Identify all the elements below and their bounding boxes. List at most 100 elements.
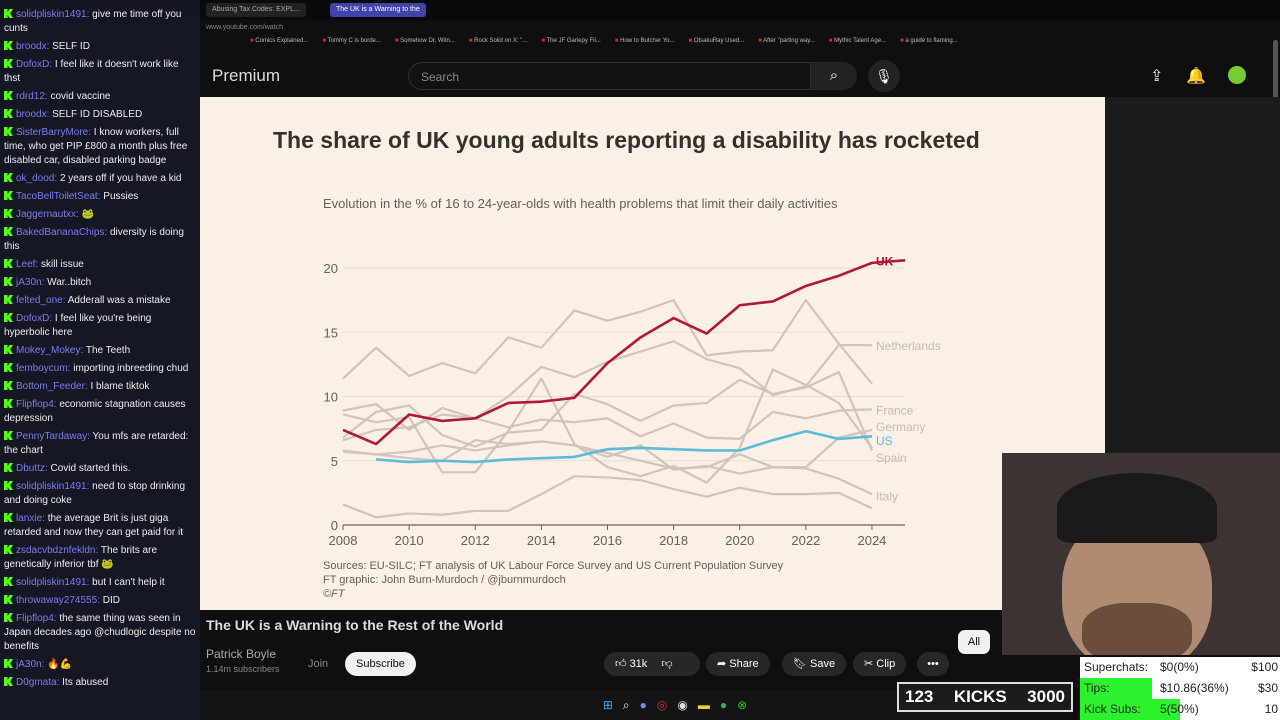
chat-message: solidpliskin1491: need to stop drinking …: [4, 480, 196, 508]
chat-username[interactable]: broodx:: [16, 41, 53, 52]
chat-username[interactable]: solidpliskin1491:: [16, 577, 93, 588]
video-player[interactable]: 0 5 10 15 20 2008 2010 2012 2014 2016 2018 2020 2022…: [200, 97, 1105, 610]
chat-username[interactable]: SisterBarryMore:: [16, 127, 94, 138]
bookmark[interactable]: The JF Gariepy Fil...: [541, 38, 601, 52]
filter-chip-all[interactable]: All: [958, 630, 990, 654]
chat-username[interactable]: BakedBananaChips:: [16, 227, 110, 238]
join-button[interactable]: Join: [308, 658, 329, 670]
chat-text: the average Brit is just giga retarded a…: [4, 513, 184, 538]
chat-text: I know workers, full time, who get PIP £…: [4, 127, 188, 166]
goal-label: Tips:: [1084, 681, 1110, 695]
youtube-premium-logo[interactable]: Premium: [212, 66, 281, 85]
chat-username[interactable]: Jaggernautxx:: [16, 209, 82, 220]
discord-icon[interactable]: ●: [639, 698, 647, 712]
avatar[interactable]: [1228, 66, 1246, 84]
chat-text: Its abused: [62, 677, 109, 688]
chat-username[interactable]: PennyTardaway:: [16, 431, 93, 442]
chat-message: ok_dood: 2 years off if you have a kid: [4, 172, 196, 186]
chat-text: The brits are genetically inferior tbf 🐸: [4, 545, 158, 570]
chat-username[interactable]: DofoxD:: [16, 313, 55, 324]
share-button[interactable]: ➦ Share: [706, 652, 770, 676]
x-tick-label: 2022: [791, 533, 820, 548]
chat-username[interactable]: Bottom_Feeder:: [16, 381, 91, 392]
chat-username[interactable]: Flipflop4:: [16, 613, 60, 624]
chat-text: covid vaccine: [50, 91, 111, 102]
chat-username[interactable]: lanxie:: [16, 513, 48, 524]
chat-username[interactable]: zsdacvbdznfekldn:: [16, 545, 101, 556]
spotify-icon[interactable]: ●: [719, 698, 728, 712]
chat-username[interactable]: TacoBellToiletSeat:: [16, 191, 104, 202]
kick-badge-icon: [4, 9, 13, 18]
chat-message: SisterBarryMore: I know workers, full ti…: [4, 126, 196, 168]
chat-message: Jaggernautxx: 🐸: [4, 208, 196, 222]
clip-button[interactable]: ✂ Clip: [853, 652, 907, 676]
more-icon[interactable]: •••: [917, 652, 949, 676]
chat-username[interactable]: Mokey_Mokey:: [16, 345, 86, 356]
goal-label: Kick Subs:: [1084, 702, 1141, 716]
chat-username[interactable]: jA30n:: [16, 659, 48, 670]
chat-username[interactable]: D0gmata:: [16, 677, 63, 688]
goal-target: 10: [1264, 702, 1278, 716]
kick-badge-icon: [4, 41, 13, 50]
thumbs-up-icon: 👍︎: [615, 658, 630, 670]
bookmark[interactable]: Rock Solid on X: "...: [469, 38, 527, 52]
bookmark[interactable]: After "parting way...: [758, 38, 815, 52]
search-icon[interactable]: ⌕: [811, 62, 857, 90]
bookmark[interactable]: How to Butcher Yo...: [615, 38, 674, 52]
upload-icon[interactable]: ⇪: [1150, 68, 1164, 85]
address-bar[interactable]: www.youtube.com/watch: [206, 24, 284, 31]
chat-text: need to stop drinking and doing coke: [4, 481, 186, 506]
chat-username[interactable]: throwaway274555:: [16, 595, 103, 606]
tab-active[interactable]: The UK is a Warning to the: [330, 3, 426, 17]
tab[interactable]: Abusing Tax Codes: EXPL...: [206, 3, 306, 17]
bookmark[interactable]: Comics Explained...: [250, 38, 308, 52]
goal-target: $30: [1257, 681, 1278, 695]
x-tick-label: 2014: [527, 533, 556, 548]
thumbs-down-icon[interactable]: 👎︎: [661, 658, 673, 670]
taskbar: ⊞ ⌕ ● ◎ ◉ ▬ ● ⊗: [200, 690, 1000, 720]
folder-icon[interactable]: ▬: [697, 698, 710, 712]
chat-username[interactable]: jA30n:: [16, 277, 48, 288]
chat-text: importing inbreeding chud: [73, 363, 189, 374]
microphone-icon[interactable]: 🎙: [868, 60, 900, 92]
search-icon[interactable]: ⌕: [622, 698, 630, 712]
bookmark[interactable]: a guide to flaming...: [900, 38, 957, 52]
chat-username[interactable]: femboycum:: [16, 363, 74, 374]
chat-message: Dbuttz: Covid started this.: [4, 462, 196, 476]
chart-subtitle: Evolution in the % of 16 to 24-year-olds…: [323, 196, 838, 211]
chat-username[interactable]: Leef:: [16, 259, 42, 270]
bookmark[interactable]: Tommy C is borde...: [322, 38, 381, 52]
chat-username[interactable]: solidpliskin1491:: [16, 481, 93, 492]
x-tick-label: 2016: [593, 533, 622, 548]
app-icon[interactable]: ◎: [656, 698, 668, 712]
channel-name[interactable]: Patrick Boyle: [206, 647, 277, 661]
chat-username[interactable]: solidpliskin1491:: [16, 9, 93, 20]
xbox-icon[interactable]: ⊗: [737, 698, 748, 712]
y-tick-label: 15: [324, 325, 338, 340]
chat-username[interactable]: broodx:: [16, 109, 53, 120]
browser-icon[interactable]: ◉: [677, 698, 688, 712]
chat-username[interactable]: Flipflop4:: [16, 399, 60, 410]
y-tick-label: 0: [331, 518, 338, 533]
kick-badge-icon: [4, 91, 13, 100]
chat-message: rdrd12: covid vaccine: [4, 90, 196, 104]
scissors-icon: ✂: [864, 658, 877, 670]
chat-username[interactable]: ok_dood:: [16, 173, 60, 184]
like-button[interactable]: 👍︎ 31k 👎︎: [604, 652, 700, 676]
chat-username[interactable]: Dbuttz:: [16, 463, 51, 474]
chat-username[interactable]: rdrd12:: [16, 91, 51, 102]
chat-text: but I can't help it: [92, 577, 165, 588]
chat-username[interactable]: felted_one:: [16, 295, 68, 306]
save-button[interactable]: 🔖︎ Save: [782, 652, 847, 676]
subscribe-button[interactable]: Subscribe: [345, 652, 416, 676]
search-input[interactable]: Search: [408, 62, 811, 90]
bookmark[interactable]: Somehow Dr. Witn...: [395, 38, 455, 52]
windows-start-icon[interactable]: ⊞: [602, 698, 613, 712]
bell-icon[interactable]: 🔔: [1186, 68, 1206, 85]
bookmark[interactable]: OtsakuRay Used...: [689, 38, 744, 52]
bookmark[interactable]: Mythic Talent Age...: [829, 38, 886, 52]
chat-username[interactable]: DofoxD:: [16, 59, 55, 70]
source-line: ©FT: [323, 588, 345, 600]
clip-label: Clip: [876, 658, 896, 670]
chat-text: You mfs are retarded: the chart: [4, 431, 189, 456]
